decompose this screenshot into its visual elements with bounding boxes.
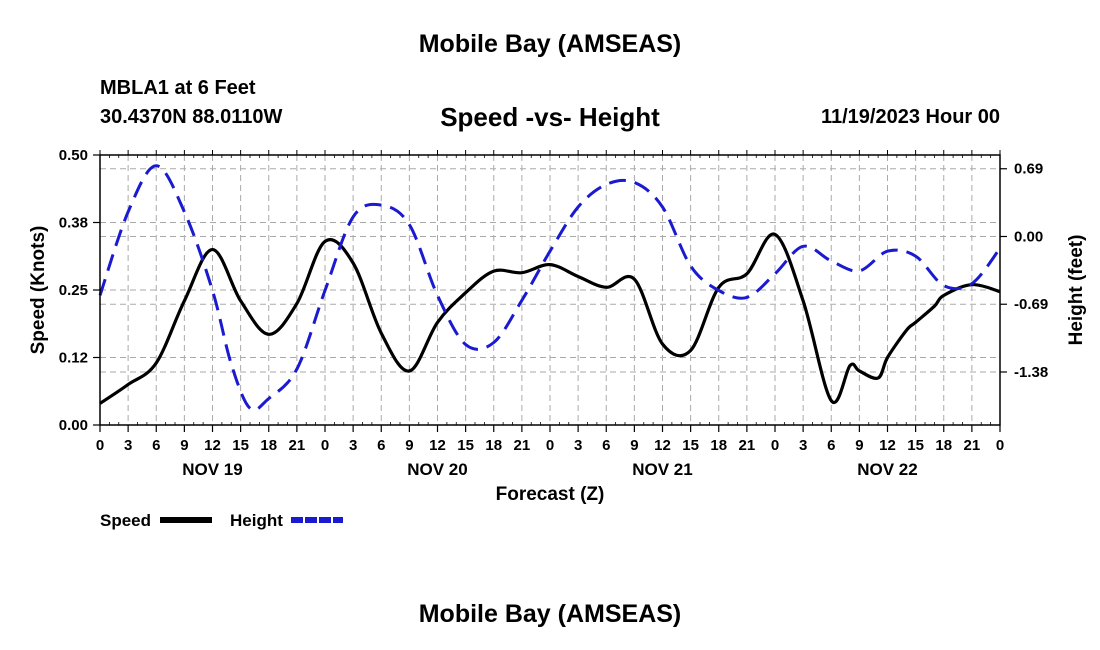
station-name: MBLA1 at 6 Feet [100, 77, 256, 99]
x-tick-label: 3 [124, 437, 132, 454]
x-tick-label: 18 [260, 437, 277, 454]
x-tick-label: 0 [771, 437, 779, 454]
x-tick-label: 12 [654, 437, 671, 454]
x-tick-label: 0 [96, 437, 104, 454]
x-tick-label: 9 [405, 437, 413, 454]
grid-lines [100, 155, 1000, 425]
y-tick-label: 0.12 [59, 350, 88, 367]
chart-main-title: Mobile Bay (AMSEAS) [418, 30, 682, 58]
x-tick-label: 3 [349, 437, 357, 454]
y2-tick-label: -0.69 [1014, 296, 1048, 313]
x-tick-label: 3 [574, 437, 582, 454]
y2-tick-label: -1.38 [1014, 364, 1048, 381]
x-tick-label: 6 [602, 437, 610, 454]
forecast-run-time: 11/19/2023 Hour 00 [820, 106, 1000, 128]
x-tick-label: 12 [429, 437, 446, 454]
x-tick-label: 21 [964, 437, 981, 454]
x-axis-label: Forecast (Z) [496, 484, 605, 505]
day-label: NOV 21 [632, 460, 692, 479]
x-tick-label: 9 [180, 437, 188, 454]
legend: Speed Height [100, 511, 343, 530]
day-label: NOV 20 [407, 460, 467, 479]
x-tick-label: 0 [546, 437, 554, 454]
axes: 0 3 6 9 12 15 18 21 0 3 6 9 12 15 18 21 0 3 6 9 12 15 18 21 0 3 6 9… [28, 147, 1087, 505]
legend-label-height: Height [230, 511, 283, 530]
y-tick-label: 0.00 [59, 417, 88, 434]
footer-title: Mobile Bay (AMSEAS) [418, 600, 682, 628]
series-line-height [98, 164, 1002, 412]
x-tick-label: 18 [935, 437, 952, 454]
series-line-speed [99, 232, 1001, 405]
x-tick-label: 0 [996, 437, 1004, 454]
x-tick-label: 21 [514, 437, 531, 454]
day-label: NOV 22 [857, 460, 917, 479]
x-tick-label: 0 [321, 437, 329, 454]
y-tick-label: 0.38 [59, 215, 88, 232]
x-tick-label: 9 [855, 437, 863, 454]
x-tick-label: 9 [630, 437, 638, 454]
y-axis-label: Speed (Knots) [28, 226, 49, 355]
x-tick-label: 21 [739, 437, 756, 454]
y-tick-label: 0.25 [59, 282, 88, 299]
x-tick-label: 15 [232, 437, 249, 454]
x-tick-label: 12 [204, 437, 221, 454]
y2-tick-label: 0.00 [1014, 228, 1043, 245]
x-tick-label: 15 [457, 437, 474, 454]
x-tick-label: 6 [152, 437, 160, 454]
x-tick-label: 15 [682, 437, 699, 454]
series-layer [98, 164, 1002, 412]
x-tick-label: 12 [879, 437, 896, 454]
station-coordinates: 30.4370N 88.0110W [100, 106, 283, 128]
x-tick-label: 15 [907, 437, 924, 454]
x-tick-label: 3 [799, 437, 807, 454]
y-tick-label: 0.50 [59, 147, 88, 164]
day-label: NOV 19 [182, 460, 242, 479]
y2-tick-label: 0.69 [1014, 161, 1043, 178]
x-tick-label: 18 [710, 437, 727, 454]
x-tick-label: 6 [377, 437, 385, 454]
x-tick-label: 21 [289, 437, 306, 454]
y2-axis-label: Height (feet) [1066, 235, 1087, 346]
x-tick-label: 18 [485, 437, 502, 454]
legend-label-speed: Speed [100, 511, 151, 530]
plot-title: Speed -vs- Height [440, 102, 660, 132]
x-tick-label: 6 [827, 437, 835, 454]
